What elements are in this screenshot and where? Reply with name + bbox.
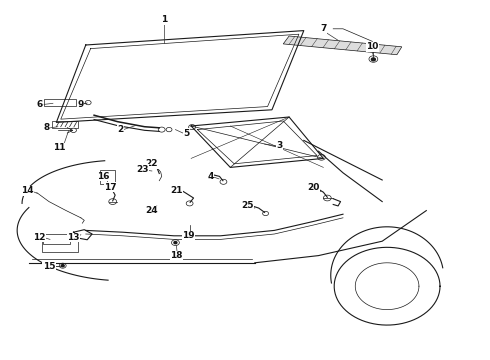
Circle shape bbox=[323, 195, 331, 201]
Circle shape bbox=[369, 56, 378, 62]
FancyBboxPatch shape bbox=[44, 99, 76, 106]
Text: 2: 2 bbox=[117, 125, 123, 134]
FancyBboxPatch shape bbox=[43, 234, 70, 244]
Circle shape bbox=[166, 127, 172, 132]
Circle shape bbox=[61, 265, 64, 267]
Circle shape bbox=[85, 100, 91, 105]
Text: 16: 16 bbox=[97, 172, 109, 181]
Text: 1: 1 bbox=[161, 15, 167, 24]
Circle shape bbox=[318, 154, 325, 160]
Circle shape bbox=[263, 211, 269, 216]
Circle shape bbox=[220, 179, 227, 184]
FancyBboxPatch shape bbox=[100, 170, 115, 184]
Text: 9: 9 bbox=[77, 100, 84, 109]
Text: 14: 14 bbox=[21, 186, 33, 195]
Text: 15: 15 bbox=[43, 262, 55, 271]
Text: 7: 7 bbox=[320, 24, 327, 33]
Circle shape bbox=[71, 128, 76, 132]
Circle shape bbox=[59, 263, 66, 268]
Text: 24: 24 bbox=[146, 206, 158, 215]
Polygon shape bbox=[283, 36, 402, 55]
Text: 12: 12 bbox=[33, 233, 46, 242]
Text: 4: 4 bbox=[207, 172, 214, 181]
Text: 3: 3 bbox=[276, 141, 282, 150]
Text: 17: 17 bbox=[104, 183, 117, 192]
Circle shape bbox=[172, 240, 179, 246]
Text: 19: 19 bbox=[182, 231, 195, 240]
Text: 18: 18 bbox=[170, 251, 183, 260]
Circle shape bbox=[174, 242, 177, 244]
Text: 25: 25 bbox=[241, 201, 254, 210]
Text: 6: 6 bbox=[36, 100, 42, 109]
Text: 13: 13 bbox=[67, 233, 80, 242]
FancyBboxPatch shape bbox=[52, 121, 78, 128]
Text: 11: 11 bbox=[52, 143, 65, 152]
Circle shape bbox=[158, 127, 165, 132]
Text: 22: 22 bbox=[146, 159, 158, 168]
Circle shape bbox=[371, 58, 375, 61]
Text: 8: 8 bbox=[44, 123, 49, 132]
Text: 10: 10 bbox=[366, 42, 379, 51]
Text: 21: 21 bbox=[170, 186, 183, 195]
Text: 23: 23 bbox=[136, 165, 148, 174]
Text: 20: 20 bbox=[307, 183, 320, 192]
Text: 5: 5 bbox=[183, 129, 189, 138]
Circle shape bbox=[187, 231, 194, 237]
Circle shape bbox=[109, 199, 117, 204]
Circle shape bbox=[189, 125, 196, 130]
Circle shape bbox=[186, 201, 193, 206]
FancyBboxPatch shape bbox=[42, 236, 78, 252]
